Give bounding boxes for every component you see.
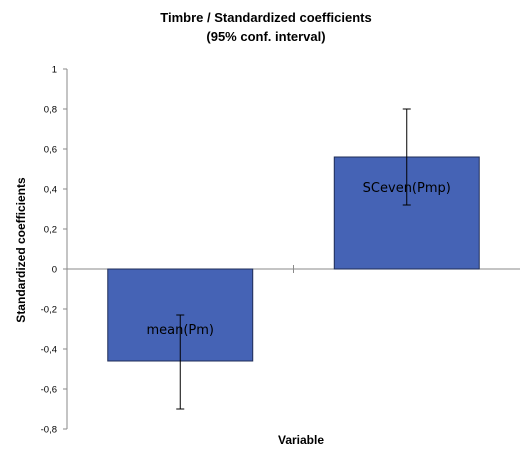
y-tick-label: -0,2 [41,305,57,316]
y-tick-label: -0,8 [41,425,57,436]
bar-category-label: mean(Pm) [146,323,214,338]
y-tick-label: -0,4 [41,345,57,356]
y-tick-label: 0,8 [44,105,57,116]
x-axis-title: Variable [278,433,324,447]
chart-subtitle: (95% conf. interval) [206,29,325,44]
y-tick-label: 0,4 [44,185,57,196]
y-tick-label: 0 [52,265,57,276]
y-tick-label: 0,6 [44,145,57,156]
y-tick-label: 0,2 [44,225,57,236]
y-axis-title: Standardized coefficients [14,177,28,323]
chart-title: Timbre / Standardized coefficients [160,10,371,25]
bar-category-label: SCeven(Pmp) [363,181,451,196]
bars [108,109,479,409]
y-tick-label: 1 [52,65,57,76]
y-tick-label: -0,6 [41,385,57,396]
